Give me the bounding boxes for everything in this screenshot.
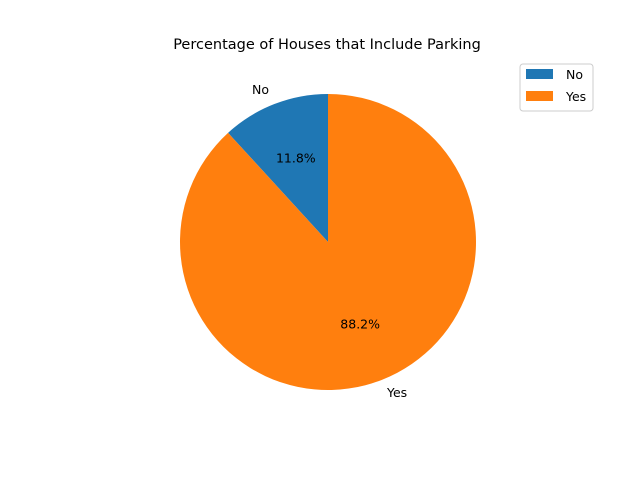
slice-percent-no: 11.8% xyxy=(276,151,316,166)
pie-slices xyxy=(180,94,477,391)
slice-label-yes: Yes xyxy=(386,385,407,400)
slice-percent-yes: 88.2% xyxy=(340,316,380,331)
pie-slice-no xyxy=(228,94,328,242)
legend: No Yes xyxy=(519,63,594,112)
chart-title: Percentage of Houses that Include Parkin… xyxy=(173,37,481,53)
legend-label-no: No xyxy=(566,67,583,82)
pie-slice-yes xyxy=(180,94,477,391)
pie-slice-labels: No Yes xyxy=(252,82,407,400)
legend-label-yes: Yes xyxy=(565,89,586,104)
legend-swatch-no xyxy=(526,69,553,79)
legend-swatch-yes xyxy=(526,91,553,101)
pie-percentage-labels: 11.8% 88.2% xyxy=(276,151,380,332)
slice-label-no: No xyxy=(252,82,269,97)
